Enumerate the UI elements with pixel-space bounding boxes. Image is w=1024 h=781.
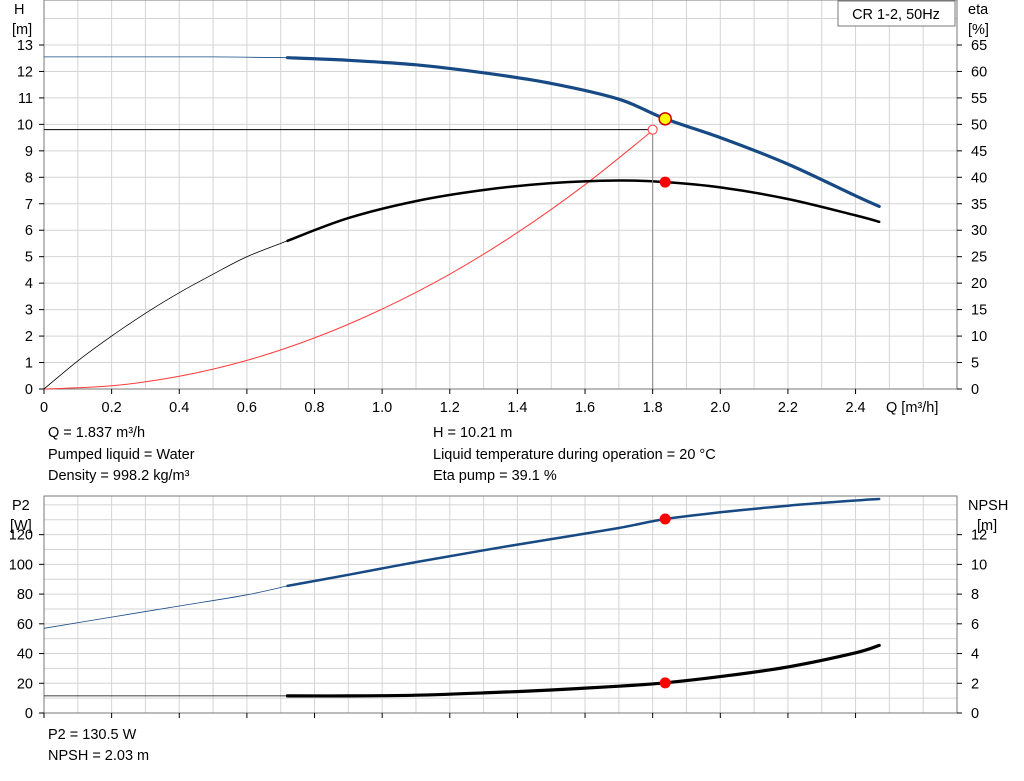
y-tick-label-left: 2 (25, 329, 33, 345)
y-tick-label-right: 2 (971, 676, 979, 692)
y-tick-label-right: 10 (971, 557, 987, 573)
y-tick-label-right: 4 (971, 647, 979, 663)
y-tick-label-left: 12 (17, 64, 33, 80)
info-flow: Q = 1.837 m³/h (48, 425, 146, 441)
chart-title-box: CR 1-2, 50Hz (837, 0, 956, 27)
x-tick-label: 0.4 (169, 400, 189, 416)
y-tick-label-left: 3 (25, 303, 33, 319)
y-tick-label-right: 45 (971, 144, 987, 160)
y-tick-label-left: 1 (25, 356, 33, 372)
info-npsh: NPSH = 2.03 m (48, 748, 150, 764)
x-tick-label: 0.8 (304, 400, 324, 416)
x-tick-label: 0 (40, 400, 48, 416)
x-tick-label: 1.8 (643, 400, 663, 416)
x-tick-label: 2.4 (845, 400, 865, 416)
x-tick-label: 1.0 (372, 400, 392, 416)
y-tick-label-left: 100 (9, 557, 33, 573)
y-tick-label-left: 0 (25, 382, 33, 398)
y-tick-label-right: 35 (971, 197, 987, 213)
y-axis-label-left: H (14, 2, 24, 18)
y-tick-label-right: 55 (971, 91, 987, 107)
x-tick-label: 1.6 (575, 400, 595, 416)
y-tick-label-right: 20 (971, 276, 987, 292)
plot-panel-2 (44, 496, 957, 713)
x-axis-label: Q [m³/h] (886, 400, 938, 416)
info-temperature: Liquid temperature during operation = 20… (433, 447, 716, 463)
y-tick-label-right: 15 (971, 303, 987, 319)
y-tick-label-left: 20 (17, 676, 33, 692)
system-curve-line (43, 130, 654, 390)
npsh-duty-point (659, 677, 671, 689)
y-tick-label-left: 13 (17, 38, 33, 54)
y-tick-label-left: 120 (9, 528, 33, 544)
x-tick-label: 0.6 (237, 400, 257, 416)
system-intersection-marker (647, 124, 658, 135)
y-tick-label-left: 80 (17, 587, 33, 603)
y-tick-label-right: 12 (971, 528, 987, 544)
y-tick-label-left: 9 (25, 144, 33, 160)
info-p2: P2 = 130.5 W (48, 727, 137, 743)
head-curve-line (285, 56, 881, 208)
y-tick-label-right: 40 (971, 170, 987, 186)
x-tick-label: 2.0 (710, 400, 730, 416)
y-tick-label-right: 65 (971, 38, 987, 54)
y-tick-label-right: 8 (971, 587, 979, 603)
y-tick-label-right: 30 (971, 223, 987, 239)
plot-frame-upper (43, 0, 958, 390)
p2-curve-thin-line (43, 585, 288, 629)
y-tick-label-right: 0 (971, 706, 979, 722)
y-tick-label-right: 0 (971, 382, 979, 398)
title-box-frame (837, 0, 956, 27)
y-tick-label-right: 60 (971, 64, 987, 80)
y-axis-unit-left: [m] (12, 22, 32, 38)
y-tick-label-right: 6 (971, 617, 979, 633)
y-tick-label-left: 60 (17, 617, 33, 633)
x-tick-label: 1.2 (440, 400, 460, 416)
eta-curve-thin-line (43, 240, 288, 390)
y-tick-label-right: 10 (971, 329, 987, 345)
y-axis-unit-right: [%] (968, 22, 989, 38)
y-axis-unit-left: [W] (10, 518, 32, 534)
plot-frame-lower (43, 495, 958, 714)
y-tick-label-left: 4 (25, 276, 33, 292)
y-tick-label-right: 25 (971, 250, 987, 266)
y-tick-label-left: 40 (17, 647, 33, 663)
info-eta: Eta pump = 39.1 % (433, 468, 557, 484)
y-tick-label-left: 11 (18, 91, 33, 107)
y-tick-label-left: 5 (25, 250, 33, 266)
x-tick-label: 0.2 (102, 400, 122, 416)
y-axis-unit-right: [m] (977, 518, 997, 534)
info-head: H = 10.21 m (433, 425, 513, 441)
head-duty-point (658, 112, 672, 126)
info-density: Density = 998.2 kg/m³ (48, 468, 190, 484)
p2-curve-line (286, 497, 881, 588)
x-tick-label: 2.2 (778, 400, 798, 416)
y-tick-label-left: 8 (25, 170, 33, 186)
info-liquid: Pumped liquid = Water (48, 447, 195, 463)
y-tick-label-left: 10 (17, 117, 33, 133)
y-axis-label-right: eta (968, 2, 989, 18)
x-tick-label: 1.4 (507, 400, 527, 416)
y-tick-label-right: 5 (971, 356, 979, 372)
y-tick-label-right: 50 (971, 117, 987, 133)
p2-duty-point (659, 513, 671, 525)
head-curve-thin-line (44, 56, 288, 59)
npsh-curve-line (285, 643, 881, 698)
y-tick-label-left: 6 (25, 223, 33, 239)
y-axis-label-right: NPSH (968, 498, 1008, 514)
eta-curve-line (286, 179, 881, 243)
eta-duty-point (659, 176, 671, 188)
chart-title: CR 1-2, 50Hz (852, 7, 940, 23)
y-tick-label-left: 0 (25, 706, 33, 722)
y-tick-label-left: 7 (25, 197, 33, 213)
y-axis-label-left: P2 (12, 498, 30, 514)
plot-panel-1 (44, 0, 957, 389)
